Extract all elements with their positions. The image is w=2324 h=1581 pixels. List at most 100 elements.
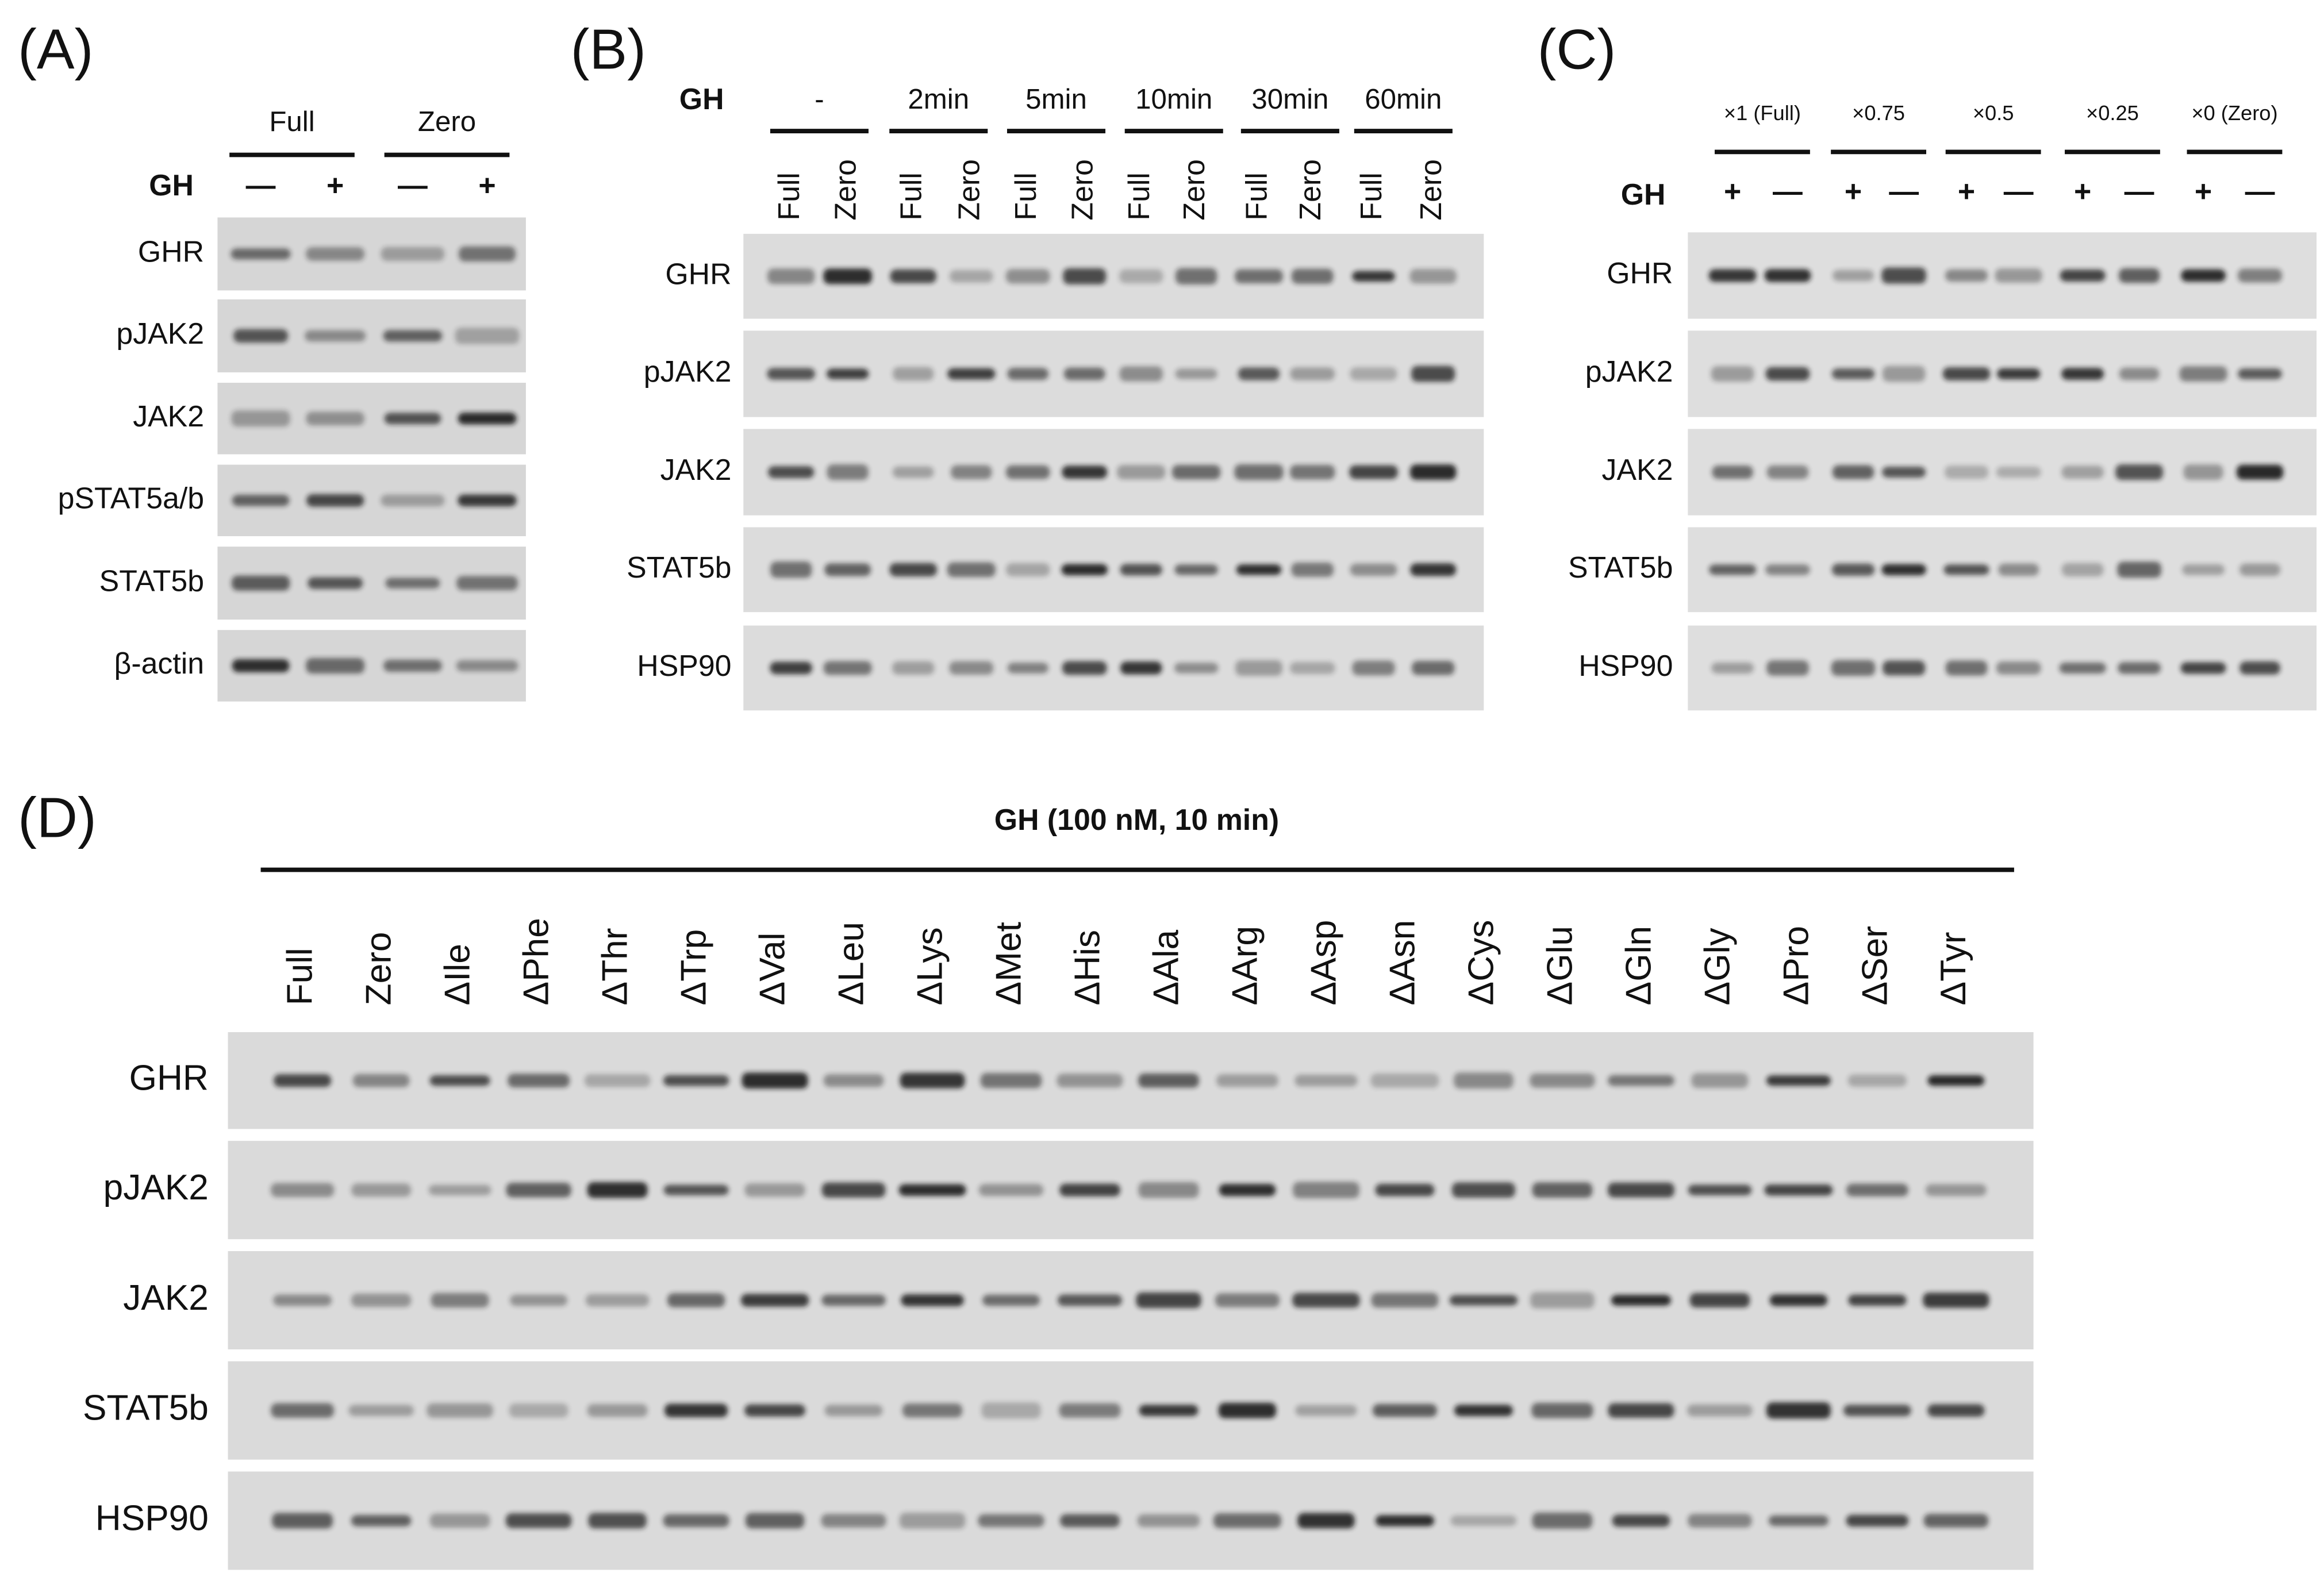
panel-label: (D)	[18, 786, 97, 849]
band	[889, 563, 937, 576]
lane-label: ΔPro	[1776, 926, 1816, 1005]
band	[1454, 1072, 1514, 1089]
gh-label: GH	[149, 168, 194, 202]
lane-label: Full	[1009, 172, 1042, 221]
lane-label: ΔGly	[1697, 928, 1737, 1006]
band	[1174, 564, 1218, 575]
row-label: HSP90	[95, 1498, 209, 1538]
band	[1117, 465, 1166, 480]
band	[381, 247, 445, 261]
band	[1847, 1074, 1907, 1087]
band	[982, 1294, 1040, 1306]
row-label: JAK2	[133, 399, 204, 433]
panel-label: (A)	[18, 17, 93, 80]
band	[2119, 367, 2160, 380]
band	[428, 1184, 491, 1195]
band	[1923, 1293, 1989, 1308]
band	[1687, 1404, 1753, 1417]
band	[1843, 1405, 1911, 1417]
band	[429, 1075, 490, 1086]
lane-label: Full	[772, 172, 805, 221]
band	[1612, 1514, 1670, 1527]
group-label: 2min	[908, 83, 969, 115]
lane-label: +	[1845, 175, 1862, 208]
band	[351, 1183, 412, 1197]
lane-label: Full	[1240, 172, 1273, 221]
group-label: ×0 (Zero)	[2191, 101, 2277, 125]
band	[899, 1513, 966, 1529]
band	[898, 1184, 966, 1196]
band	[1063, 268, 1107, 284]
band	[1691, 1073, 1749, 1088]
band	[1450, 1515, 1517, 1526]
band	[1532, 1513, 1593, 1529]
band	[1138, 1182, 1199, 1198]
row-label: STAT5b	[627, 551, 731, 584]
band	[1119, 269, 1163, 283]
band	[429, 1513, 490, 1528]
band	[1607, 1075, 1674, 1086]
lane-label: Full	[1354, 172, 1388, 221]
band	[1171, 464, 1221, 480]
band	[1530, 1073, 1595, 1088]
lane-label: Zero	[952, 159, 985, 221]
band	[1138, 1073, 1199, 1088]
band	[1238, 367, 1280, 380]
lane-label: ΔThr	[596, 928, 635, 1006]
band	[351, 1293, 412, 1307]
band	[1689, 1293, 1750, 1307]
band	[1831, 660, 1876, 676]
band	[1352, 660, 1395, 676]
band	[1370, 1073, 1439, 1088]
lane-label: ΔAla	[1146, 930, 1186, 1006]
band	[1137, 1514, 1200, 1528]
blot-strip	[228, 1251, 2034, 1350]
band	[2060, 269, 2106, 282]
band	[1846, 1183, 1908, 1197]
band	[351, 1515, 412, 1526]
band	[1996, 368, 2041, 380]
row-label: GHR	[1607, 256, 1673, 290]
row-label: pJAK2	[1585, 355, 1673, 388]
gh-label: GH	[679, 82, 724, 116]
band	[306, 494, 364, 507]
band	[2059, 662, 2106, 674]
blot-strip	[228, 1032, 2034, 1129]
band	[1764, 1184, 1833, 1196]
band	[1923, 1514, 1989, 1528]
band	[663, 1184, 729, 1195]
band	[1769, 1294, 1828, 1306]
lane-label: ΔPhe	[517, 918, 556, 1005]
band	[308, 577, 363, 589]
band	[947, 368, 996, 380]
row-label: JAK2	[660, 453, 732, 486]
lane-label: —	[1889, 175, 1919, 208]
band	[1234, 464, 1284, 480]
lane-label: ΔLeu	[831, 922, 871, 1005]
band	[1927, 1075, 1985, 1086]
band	[274, 1074, 332, 1087]
band	[272, 1513, 333, 1529]
band	[306, 247, 365, 261]
band	[2061, 563, 2104, 576]
band	[505, 1513, 572, 1528]
row-label: pSTAT5a/b	[58, 481, 204, 514]
row-label: STAT5b	[83, 1388, 209, 1428]
band	[1174, 663, 1219, 674]
lane-label: Full	[1122, 172, 1155, 221]
band	[1410, 464, 1457, 480]
lane-label: —	[398, 168, 428, 202]
band	[821, 1182, 886, 1198]
band	[1409, 269, 1457, 284]
band	[1607, 1182, 1674, 1198]
band	[667, 1293, 725, 1307]
band	[459, 246, 516, 261]
lane-label: ΔMet	[989, 922, 1028, 1005]
band	[1289, 661, 1335, 674]
lane-label: +	[326, 168, 344, 202]
band	[231, 410, 290, 427]
band	[981, 1402, 1041, 1419]
blot-strip	[228, 1471, 2034, 1570]
band	[1945, 660, 1988, 676]
